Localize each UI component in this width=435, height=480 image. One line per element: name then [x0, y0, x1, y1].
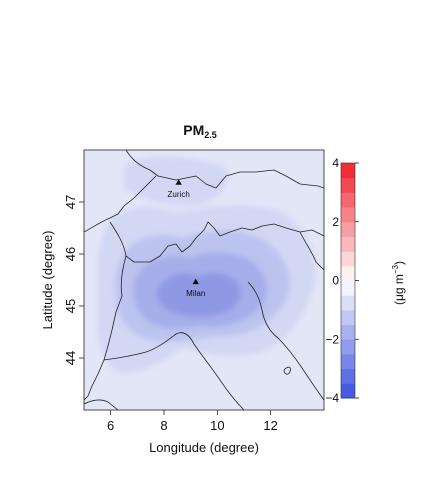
colorbar-step	[341, 280, 355, 296]
y-tick-label: 47	[63, 195, 78, 209]
city-zurich: Zurich	[168, 179, 190, 199]
x-axis-label: Longitude (degree)	[149, 440, 259, 455]
map-frame	[83, 149, 325, 411]
colorbar-unit-label: (μg m−3)	[391, 261, 406, 305]
border-east	[299, 231, 324, 271]
x-tick-label: 10	[210, 418, 224, 433]
border-swiss-west	[84, 175, 157, 233]
colorbar-step	[341, 163, 355, 179]
colorbar-step	[341, 177, 355, 193]
map-area: Zurich Milan	[84, 150, 324, 410]
colorbar-step	[341, 236, 355, 252]
coast-adriatic	[247, 281, 324, 401]
y-axis-label: Latitude (degree)	[40, 230, 55, 329]
field-contour-level4	[156, 272, 241, 317]
map-title: PM2.5	[183, 122, 217, 140]
colorbar-tick-label: 2	[332, 215, 339, 229]
y-tick-label: 44	[63, 351, 78, 365]
x-axis: 6 8 10 12	[107, 410, 278, 433]
colorbar-step	[341, 207, 355, 223]
triangle-marker-icon	[175, 179, 182, 185]
colorbar-step	[341, 324, 355, 340]
colorbar-unit-sup: −3	[391, 264, 400, 274]
colorbar-tick-label: 0	[332, 274, 339, 288]
city-milan: Milan	[186, 278, 205, 298]
x-tick-label: 12	[263, 418, 277, 433]
colorbar-tick-label: 4	[332, 156, 339, 170]
x-tick-label: 8	[160, 418, 167, 433]
x-tick-label: 6	[107, 418, 114, 433]
y-tick-label: 45	[63, 299, 78, 313]
colorbar-step	[341, 192, 355, 208]
coast-ligurian	[103, 332, 245, 410]
triangle-marker-icon	[192, 278, 199, 285]
colorbar-step	[341, 353, 355, 370]
coast-small-feature	[283, 366, 291, 375]
city-label-milan: Milan	[186, 289, 205, 298]
colorbar-tick-label: −2	[325, 332, 339, 346]
colorbar-unit-close: )	[392, 261, 406, 265]
colorbar-step	[341, 295, 355, 311]
title-main: PM	[183, 122, 204, 138]
title-subscript: 2.5	[204, 130, 217, 140]
colorbar-tick-label: −4	[325, 391, 339, 405]
y-axis: 44 45 46 47	[63, 195, 84, 365]
field-contour-level1-north	[124, 157, 229, 206]
border-west-alps	[84, 255, 127, 401]
colorbar-step	[341, 251, 355, 267]
colorbar-step	[341, 221, 355, 237]
city-label-zurich: Zurich	[168, 190, 190, 199]
coast-south	[84, 399, 119, 410]
colorbar-step	[341, 265, 355, 281]
country-borders	[84, 150, 324, 410]
colorbar: −4 −2 0 2 4	[325, 156, 359, 405]
colorbar-step	[341, 339, 355, 355]
colorbar-unit-main: (μg m	[392, 274, 406, 305]
colorbar-step	[341, 368, 355, 384]
y-tick-label: 46	[63, 247, 78, 261]
border-north	[125, 150, 324, 189]
city-markers: Zurich Milan	[168, 179, 205, 298]
colorbar-step	[341, 383, 355, 399]
border-alpine-south	[109, 221, 324, 263]
colorbar-step	[341, 309, 355, 326]
